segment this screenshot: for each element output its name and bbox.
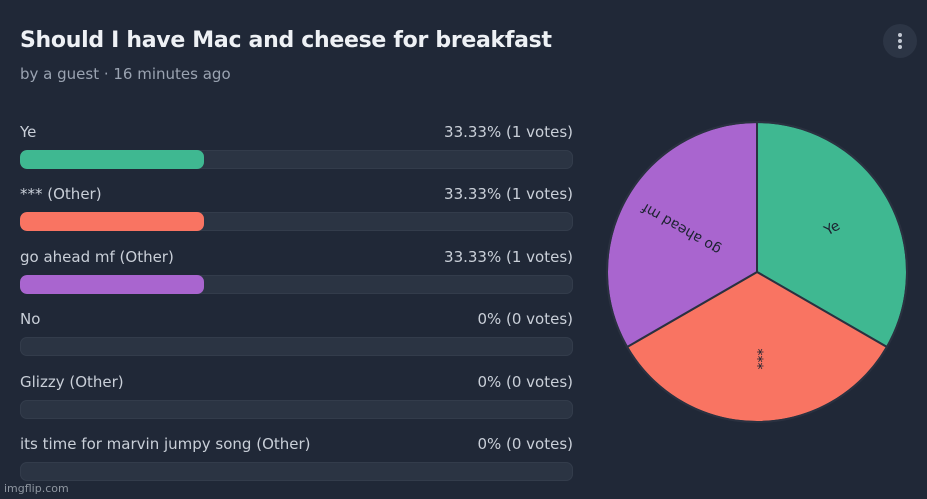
more-vertical-icon xyxy=(898,33,902,49)
poll-title: Should I have Mac and cheese for breakfa… xyxy=(20,28,552,53)
poll-option: No 0% (0 votes) xyxy=(20,307,573,369)
poll-option: *** (Other) 33.33% (1 votes) xyxy=(20,182,573,244)
option-label: go ahead mf (Other) xyxy=(20,247,174,266)
poll-meta: by a guest · 16 minutes ago xyxy=(20,65,231,83)
option-result: 0% (0 votes) xyxy=(477,310,573,329)
option-result: 33.33% (1 votes) xyxy=(444,123,573,141)
option-result: 0% (0 votes) xyxy=(477,434,573,453)
option-progress-bar xyxy=(20,274,573,294)
option-progress-fill xyxy=(20,212,204,232)
poll-option: Ye 33.33% (1 votes) xyxy=(20,120,573,182)
option-result: 0% (0 votes) xyxy=(477,372,573,391)
poll-option: Glizzy (Other) 0% (0 votes) xyxy=(20,370,573,432)
pie-slice-label: Ye xyxy=(821,218,843,240)
pie-slice-label: *** xyxy=(749,349,765,370)
option-progress-bar xyxy=(20,150,573,169)
option-progress-bar xyxy=(20,461,573,481)
option-progress-bar xyxy=(20,337,573,357)
option-progress-fill xyxy=(20,274,204,294)
option-label: Glizzy (Other) xyxy=(20,372,124,391)
option-result: 33.33% (1 votes) xyxy=(444,185,573,204)
option-progress-bar xyxy=(20,399,573,419)
poll-option: go ahead mf (Other) 33.33% (1 votes) xyxy=(20,245,573,307)
option-label: its time for marvin jumpy song (Other) xyxy=(20,434,311,453)
more-options-button[interactable] xyxy=(883,24,917,58)
imgflip-watermark: imgflip.com xyxy=(4,482,69,495)
option-label: Ye xyxy=(20,123,37,141)
option-result: 33.33% (1 votes) xyxy=(444,247,573,266)
results-pie-chart: Ye***go ahead mf xyxy=(606,120,908,423)
pie-outline xyxy=(606,121,908,423)
poll-options: Ye 33.33% (1 votes) *** (Other) 33.33% (… xyxy=(20,120,573,494)
option-label: No xyxy=(20,310,41,329)
option-progress-fill xyxy=(20,150,204,169)
option-progress-bar xyxy=(20,212,573,232)
poll-option: its time for marvin jumpy song (Other) 0… xyxy=(20,432,573,494)
option-label: *** (Other) xyxy=(20,185,102,204)
